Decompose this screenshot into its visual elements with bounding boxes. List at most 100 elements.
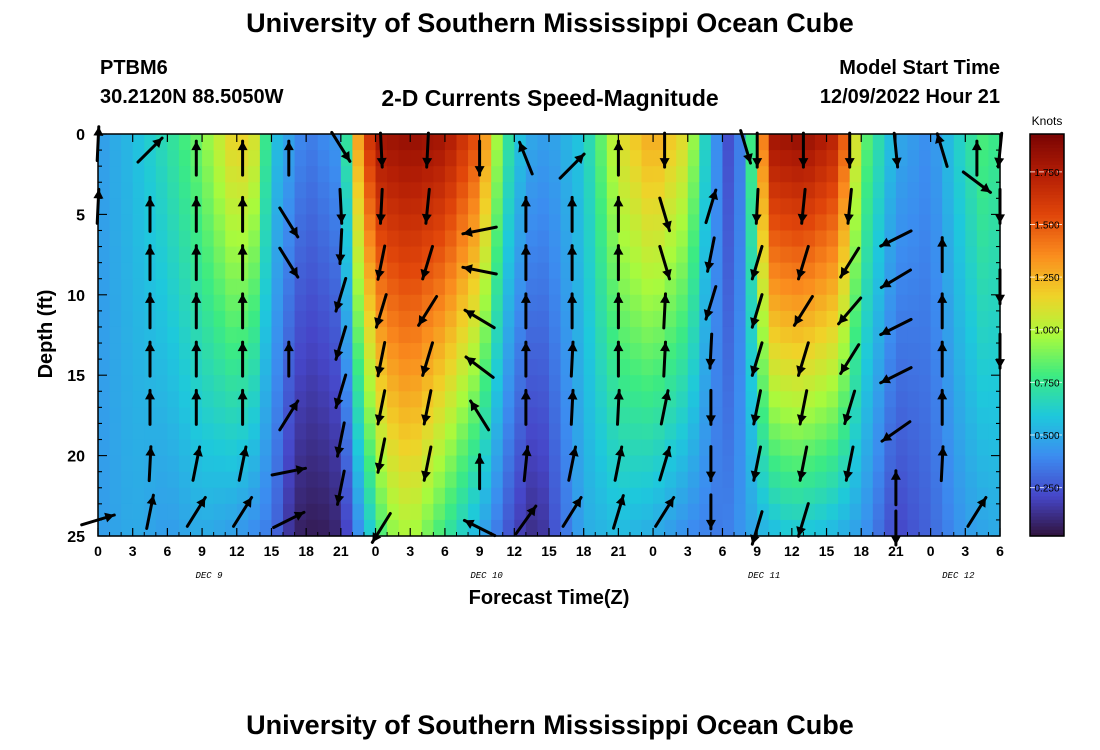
heatmap-cell — [687, 294, 700, 312]
heatmap-cell — [329, 503, 342, 521]
heatmap-cell — [734, 519, 747, 537]
arrow-head — [376, 157, 387, 168]
heatmap-cell — [259, 182, 273, 199]
current-arrow — [796, 244, 810, 281]
heatmap-cell — [768, 503, 781, 521]
heatmap-cell — [861, 503, 874, 521]
heatmap-cell — [398, 310, 411, 328]
heatmap-cell — [213, 310, 226, 328]
heatmap-cell — [930, 519, 943, 537]
heatmap-cell — [363, 471, 377, 489]
heatmap-cell — [803, 487, 816, 505]
heatmap-cell — [444, 439, 458, 457]
arrow-head — [465, 310, 476, 320]
heatmap-cell — [965, 182, 978, 199]
heatmap-cell — [178, 343, 192, 360]
heatmap-cell — [387, 294, 400, 312]
heatmap-cell — [433, 150, 446, 167]
arrow-head — [613, 390, 624, 400]
heatmap-cell — [433, 391, 446, 408]
heatmap-cell — [676, 391, 689, 408]
heatmap-cell — [294, 487, 307, 505]
heatmap-cell — [294, 407, 307, 425]
heatmap-cell — [953, 246, 966, 264]
heatmap-cell — [664, 359, 677, 376]
heatmap-cell — [98, 214, 111, 232]
current-arrow — [283, 340, 294, 378]
heatmap-cell — [953, 166, 966, 183]
arrow-head — [840, 266, 850, 278]
heatmap-cell — [838, 198, 851, 215]
heatmap-cell — [456, 278, 469, 296]
heatmap-cell — [479, 246, 492, 264]
heatmap-cell — [953, 262, 966, 280]
heatmap-cell — [699, 166, 712, 183]
heatmap-cell — [271, 134, 284, 151]
heatmap-cell — [780, 150, 793, 167]
heatmap-cell — [699, 230, 712, 248]
current-arrow — [237, 139, 248, 177]
heatmap-cell — [629, 439, 643, 457]
heatmap-cell — [699, 134, 712, 151]
current-arrow — [518, 140, 534, 176]
colorbar-cell — [1030, 355, 1064, 360]
heatmap-cell — [826, 230, 839, 248]
heatmap-cell — [537, 182, 550, 199]
heatmap-cell — [410, 230, 423, 248]
heatmap-cell — [757, 214, 770, 232]
heatmap-cell — [768, 182, 781, 199]
colorbar-cell — [1030, 525, 1064, 530]
heatmap-cell — [861, 391, 874, 408]
heatmap-cell — [676, 214, 689, 232]
heatmap-cell — [745, 230, 758, 248]
heatmap-cell — [306, 487, 319, 505]
arrow-head — [420, 268, 431, 279]
heatmap-cell — [537, 487, 550, 505]
heatmap-cell — [363, 503, 377, 521]
heatmap-cell — [976, 166, 990, 183]
heatmap-cell — [225, 407, 238, 425]
heatmap-cell — [572, 182, 585, 199]
current-arrow — [145, 244, 155, 282]
colorbar-cell — [1030, 505, 1064, 510]
heatmap-cell — [190, 230, 203, 248]
current-arrow — [145, 388, 155, 426]
heatmap-cell — [734, 343, 747, 360]
arrow-head — [374, 414, 385, 424]
heatmap-cell — [213, 359, 226, 376]
colorbar-cell — [1030, 324, 1064, 329]
colorbar-cell — [1030, 345, 1064, 349]
heatmap-cell — [306, 407, 319, 425]
heatmap-cell — [757, 471, 770, 489]
arrow-head — [191, 141, 202, 151]
heatmap-cell — [930, 278, 943, 296]
heatmap-cell — [387, 134, 400, 151]
heatmap-cell — [895, 198, 909, 215]
heatmap-cell — [780, 471, 793, 489]
heatmap-cell — [456, 423, 469, 441]
heatmap-cell — [653, 326, 666, 344]
current-arrow — [937, 292, 948, 330]
heatmap-cell — [780, 375, 793, 392]
colorbar-cell — [1030, 318, 1064, 323]
heatmap-cell — [814, 455, 828, 473]
arrow-head — [283, 141, 294, 151]
heatmap-cell — [549, 471, 562, 489]
heatmap-cell — [919, 375, 932, 392]
heatmap-cell — [884, 343, 897, 360]
heatmap-cell — [178, 166, 192, 183]
heatmap-cell — [976, 519, 990, 537]
current-arrow — [185, 496, 207, 528]
heatmap-cell — [410, 343, 423, 360]
heatmap-cell — [942, 230, 955, 248]
heatmap-cell — [942, 407, 955, 425]
colorbar-cell — [1030, 314, 1064, 319]
heatmap-cell — [641, 278, 654, 296]
heatmap-cell — [167, 326, 180, 344]
heatmap-cell — [872, 198, 885, 215]
current-arrow — [237, 388, 248, 426]
heatmap-cell — [988, 487, 1001, 505]
heatmap-cell — [98, 262, 111, 280]
heatmap-cell — [849, 310, 862, 328]
